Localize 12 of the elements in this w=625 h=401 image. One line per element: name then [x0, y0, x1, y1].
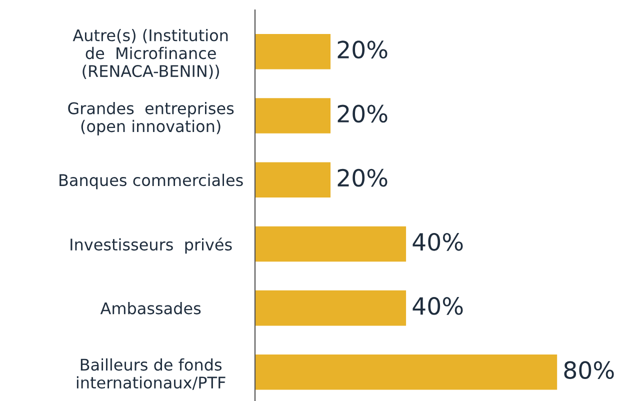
data-label: 40% — [412, 297, 463, 315]
data-label: 20% — [338, 104, 388, 123]
y-tick-label: Bailleurs de fonds internationaux/PTF — [76, 358, 226, 390]
data-label: 80% — [564, 361, 614, 380]
data-label: 20% — [338, 40, 388, 59]
y-tick-label: Autre(s) (Institution de Microfinance (RENACA-BENIN)) — [72, 28, 228, 79]
y-tick-label: Banques commerciales — [60, 174, 243, 190]
y-tick-label: Investisseurs privés — [70, 238, 232, 254]
data-label: 40% — [412, 232, 463, 251]
y-tick-label: Grandes entreprises (open innovation) — [68, 102, 234, 136]
y-tick-label: Ambassades — [100, 302, 201, 314]
data-label: 20% — [338, 168, 388, 187]
